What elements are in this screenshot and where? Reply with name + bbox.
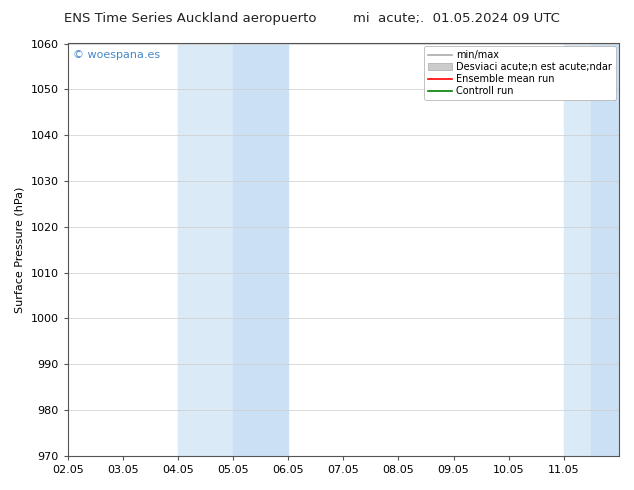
Text: © woespana.es: © woespana.es: [73, 49, 160, 60]
Bar: [564, 44, 592, 456]
Bar: [233, 44, 288, 456]
Y-axis label: Surface Pressure (hPa): Surface Pressure (hPa): [15, 187, 25, 313]
Legend: min/max, Desviaci acute;n est acute;ndar, Ensemble mean run, Controll run: min/max, Desviaci acute;n est acute;ndar…: [424, 47, 616, 100]
Text: ENS Time Series Auckland aeropuerto: ENS Time Series Auckland aeropuerto: [64, 12, 316, 25]
Bar: [592, 44, 619, 456]
Text: mi  acute;.  01.05.2024 09 UTC: mi acute;. 01.05.2024 09 UTC: [353, 12, 560, 25]
Bar: [178, 44, 233, 456]
